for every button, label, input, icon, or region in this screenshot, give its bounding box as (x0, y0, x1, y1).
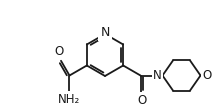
Text: O: O (137, 93, 146, 106)
Text: NH₂: NH₂ (58, 92, 81, 105)
Text: O: O (54, 45, 64, 58)
Text: O: O (202, 69, 212, 82)
Text: N: N (100, 27, 110, 40)
Text: N: N (153, 69, 162, 82)
